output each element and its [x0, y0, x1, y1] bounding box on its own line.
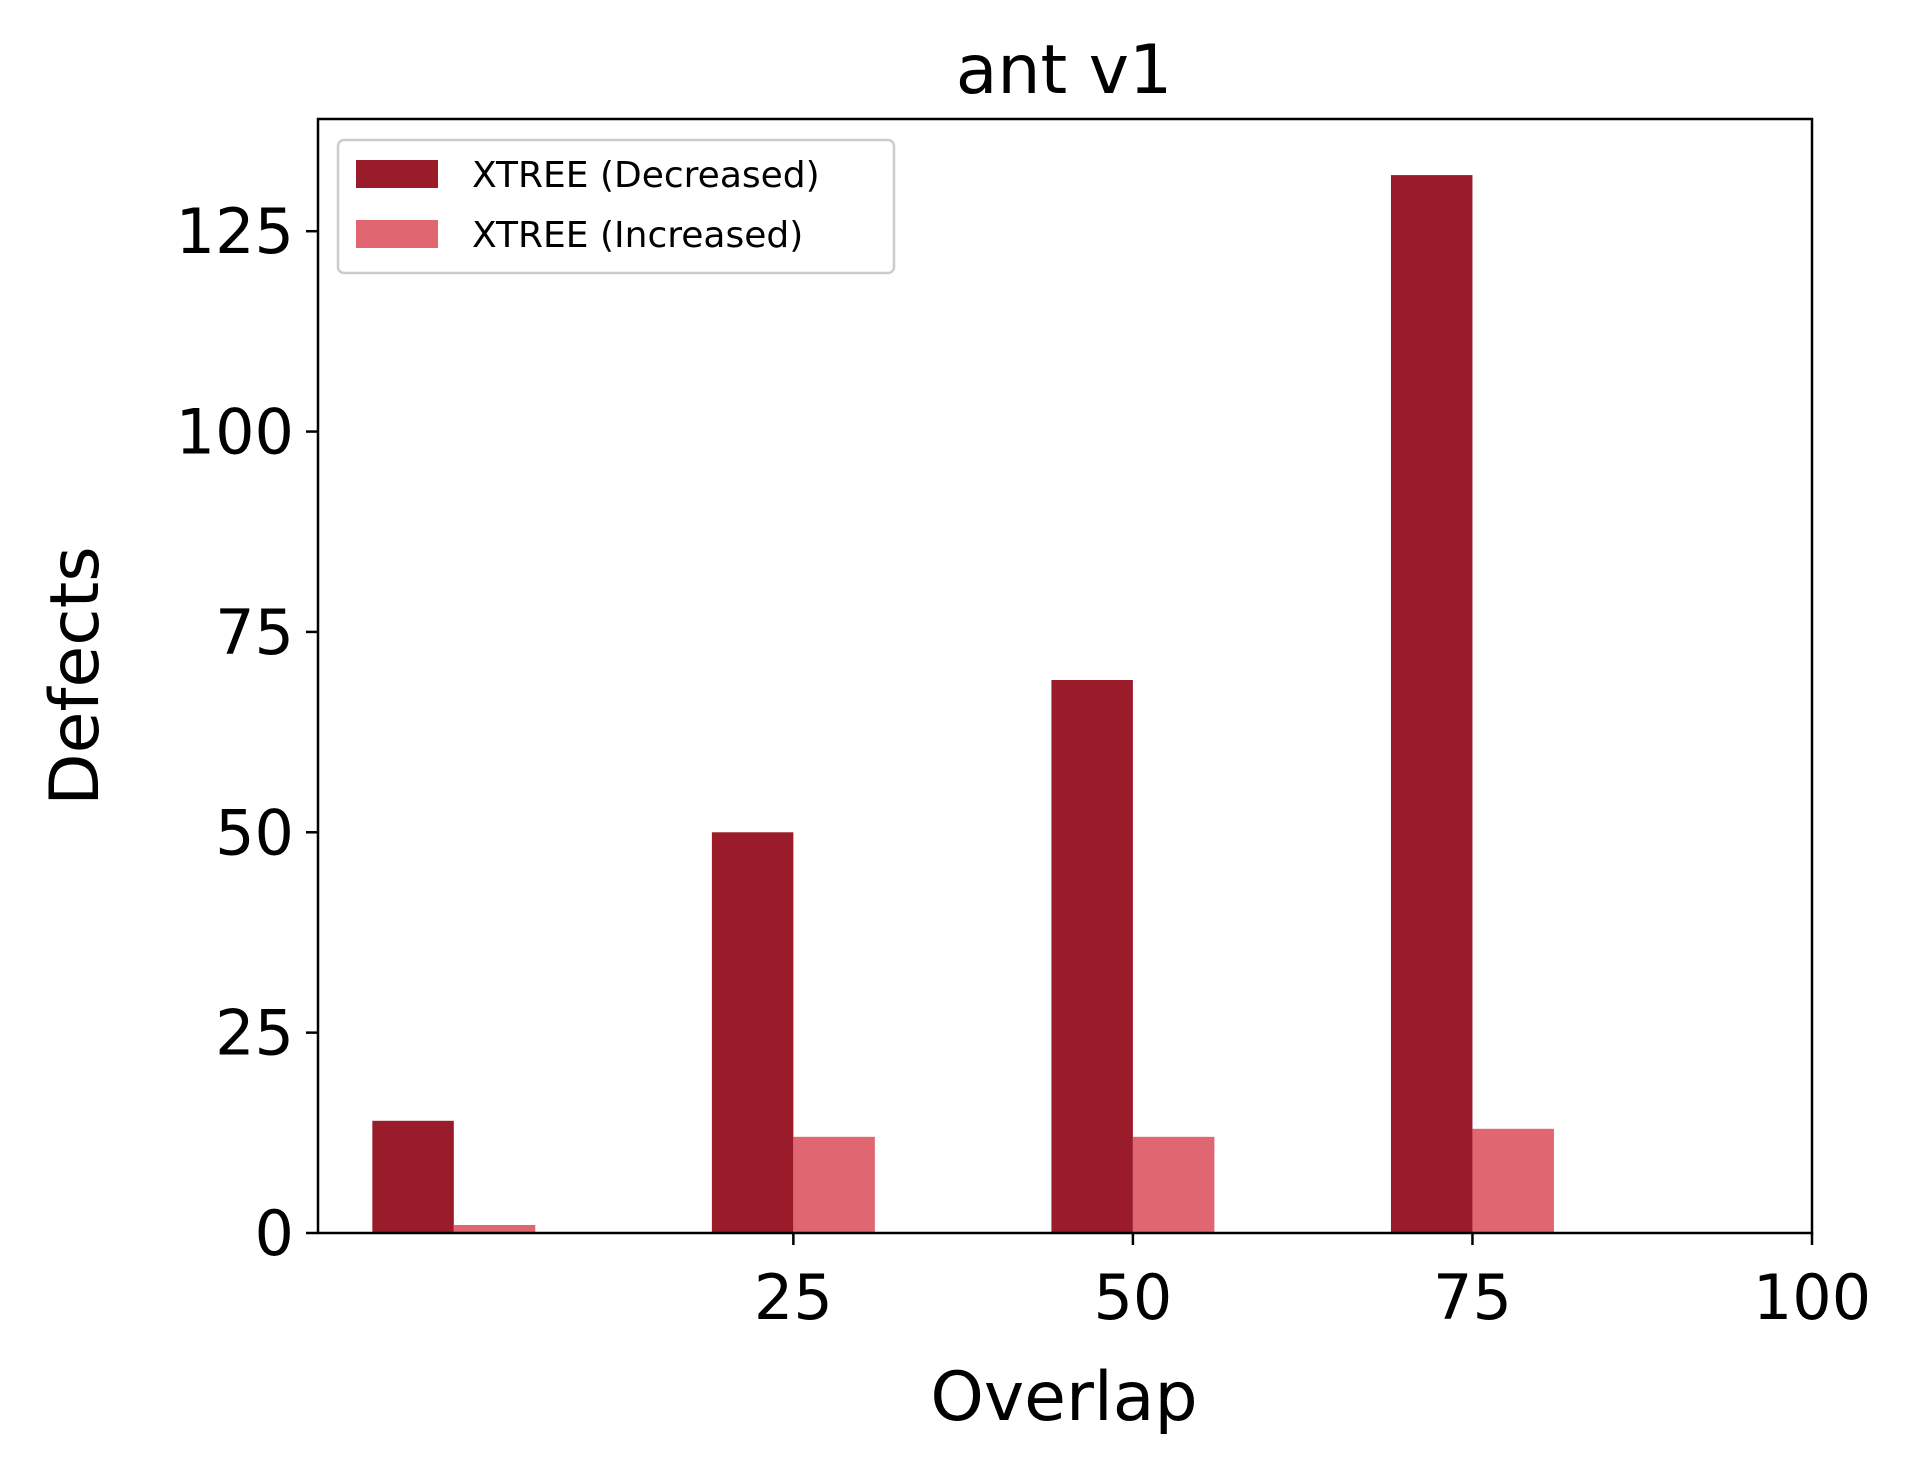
y-tick-label-25: 25: [215, 997, 294, 1070]
legend-label-increased: XTREE (Increased): [472, 215, 803, 256]
legend-swatch-decreased: [356, 160, 438, 188]
bar-decreased-0: [372, 1120, 454, 1233]
x-tick-label-100: 100: [1753, 1261, 1871, 1334]
x-axis-ticks: 25 50 75 100: [754, 1233, 1871, 1334]
plot-frame: [316, 117, 1814, 1235]
legend-swatch-increased: [356, 220, 438, 248]
bar-increased-0: [453, 1224, 536, 1233]
bar-increased-25: [793, 1136, 875, 1233]
x-tick-label-75: 75: [1433, 1261, 1512, 1334]
y-axis-ticks: 0 25 50 75 100 125: [176, 195, 318, 1270]
bars-group: [372, 175, 1554, 1234]
y-axis-label: Defects: [36, 546, 115, 805]
x-tick-label-50: 50: [1093, 1261, 1172, 1334]
y-tick-label-0: 0: [255, 1197, 294, 1270]
y-tick-label-100: 100: [176, 396, 294, 469]
y-tick-label-50: 50: [215, 796, 294, 869]
y-tick-label-75: 75: [215, 596, 294, 669]
bar-increased-50: [1132, 1136, 1215, 1233]
bar-decreased-25: [711, 832, 794, 1233]
legend-label-decreased: XTREE (Decreased): [472, 155, 820, 196]
x-axis-label: Overlap: [930, 1358, 1197, 1437]
legend-box: [336, 138, 896, 275]
bar-increased-75: [1472, 1128, 1554, 1233]
bar-decreased-75: [1390, 175, 1473, 1234]
chart-title: ant v1: [956, 31, 1173, 110]
legend: XTREE (Decreased) XTREE (Increased): [336, 138, 896, 275]
y-tick-label-125: 125: [176, 195, 294, 268]
bar-decreased-50: [1051, 680, 1133, 1233]
x-tick-label-25: 25: [754, 1261, 833, 1334]
